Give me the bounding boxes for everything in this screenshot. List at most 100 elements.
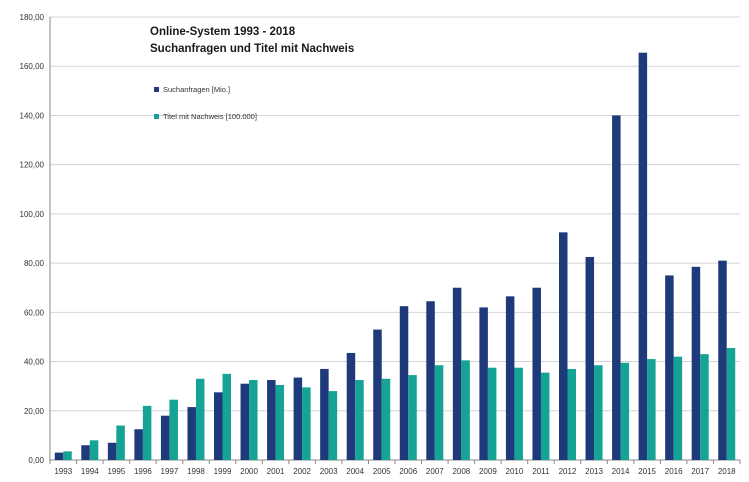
x-tick-label: 2011 — [532, 467, 550, 476]
x-tick-label: 2017 — [691, 467, 709, 476]
bar-titel — [647, 359, 656, 460]
bar-titel — [434, 365, 444, 460]
x-tick-label: 2010 — [506, 467, 524, 476]
x-tick-label: 1994 — [81, 467, 99, 476]
bar-titel — [328, 391, 338, 460]
x-tick-label: 1996 — [134, 467, 152, 476]
bar-titel — [89, 440, 99, 460]
bar-titel — [169, 399, 178, 460]
bar-suchanfragen — [293, 377, 303, 460]
x-tick-label: 2001 — [267, 467, 285, 476]
bar-titel — [673, 356, 683, 460]
bar-suchanfragen — [107, 442, 117, 460]
bar-suchanfragen — [346, 352, 356, 460]
y-axis: 0,00 20,00 40,00 60,00 80,00 100,00 120,00 140,… — [20, 13, 51, 465]
x-tick-label: 2015 — [638, 467, 656, 476]
x-tick-label: 2014 — [612, 467, 630, 476]
bar-titel — [222, 373, 231, 460]
legend-label-series-2: Titel mit Nachweis [100.000] — [163, 112, 257, 121]
y-tick-label: 80,00 — [24, 259, 45, 268]
bar-suchanfragen — [426, 301, 435, 460]
x-tick-label: 2012 — [559, 467, 577, 476]
x-tick-label: 2002 — [293, 467, 311, 476]
bar-suchanfragen — [373, 329, 382, 460]
x-axis: 1993 1994 1995 1996 1997 1998 1999 2000 2001 2002… — [49, 460, 741, 476]
bar-suchanfragen — [718, 260, 727, 460]
bar-suchanfragen — [479, 307, 488, 460]
y-tick-label: 120,00 — [20, 161, 45, 170]
bar-titel — [408, 375, 417, 460]
bar-suchanfragen — [160, 415, 170, 460]
x-tick-label: 1993 — [54, 467, 72, 476]
x-tick-label: 1997 — [161, 467, 179, 476]
bar-titel — [195, 378, 205, 460]
bar-suchanfragen — [612, 115, 621, 460]
x-tick-label: 2009 — [479, 467, 497, 476]
bar-titel — [514, 367, 523, 460]
y-tick-label: 40,00 — [24, 358, 45, 367]
bar-titel — [540, 372, 550, 460]
legend-swatch-series-1 — [154, 87, 159, 92]
bar-titel — [381, 378, 391, 460]
bar-suchanfragen — [691, 266, 701, 460]
x-tick-label: 1998 — [187, 467, 205, 476]
bar-titel — [620, 362, 630, 460]
bar-suchanfragen — [665, 275, 674, 460]
bar-suchanfragen — [187, 407, 196, 460]
x-tick-label: 2005 — [373, 467, 391, 476]
bar-suchanfragen — [134, 429, 143, 460]
bar-titel — [275, 384, 285, 460]
bar-suchanfragen — [532, 287, 541, 460]
bar-titel — [116, 425, 125, 460]
chart-title: Online-System 1993 - 2018 — [150, 26, 296, 38]
bar-titel — [700, 354, 709, 460]
bar-titel — [355, 380, 364, 460]
legend-label-series-1: Suchanfragen [Mio.] — [163, 85, 230, 94]
x-tick-label: 2004 — [346, 467, 364, 476]
bars — [54, 52, 736, 461]
x-tick-label: 2013 — [585, 467, 603, 476]
bar-suchanfragen — [399, 306, 409, 460]
x-tick-label: 2018 — [718, 467, 736, 476]
chart-subtitle: Suchanfragen und Titel mit Nachweis — [150, 43, 354, 55]
y-tick-label: 0,00 — [28, 456, 44, 465]
bar-suchanfragen — [240, 383, 250, 460]
x-tick-label: 1995 — [107, 467, 125, 476]
y-tick-label: 20,00 — [24, 407, 45, 416]
bar-titel — [63, 451, 72, 460]
bar-suchanfragen — [267, 380, 276, 460]
y-tick-label: 100,00 — [20, 210, 45, 219]
legend: Suchanfragen [Mio.] Titel mit Nachweis [… — [154, 85, 257, 121]
x-tick-label: 2000 — [240, 467, 258, 476]
bar-suchanfragen — [638, 52, 648, 461]
x-tick-label: 2016 — [665, 467, 683, 476]
x-tick-label: 2003 — [320, 467, 338, 476]
gridlines — [50, 16, 740, 461]
y-tick-label: 160,00 — [20, 62, 45, 71]
legend-swatch-series-2 — [154, 114, 159, 119]
x-tick-label: 2008 — [452, 467, 470, 476]
bar-titel — [461, 360, 470, 460]
bar-suchanfragen — [81, 445, 90, 460]
bar-suchanfragen — [54, 452, 64, 460]
bar-titel — [594, 365, 603, 460]
bar-titel — [726, 348, 736, 460]
bar-suchanfragen — [214, 392, 223, 460]
x-tick-label: 2007 — [426, 467, 444, 476]
x-tick-label: 2006 — [399, 467, 417, 476]
x-tick-label: 1999 — [214, 467, 232, 476]
bar-titel — [302, 387, 311, 460]
bar-suchanfragen — [505, 296, 515, 460]
bar-suchanfragen — [585, 256, 595, 460]
y-tick-label: 180,00 — [20, 13, 45, 22]
bar-titel — [249, 380, 258, 460]
bar-suchanfragen — [320, 368, 329, 460]
y-tick-label: 140,00 — [20, 111, 45, 120]
bar-titel — [487, 367, 497, 460]
bar-suchanfragen — [452, 287, 462, 460]
y-tick-label: 60,00 — [24, 308, 45, 317]
bar-titel — [142, 405, 152, 460]
bar-suchanfragen — [559, 232, 568, 460]
